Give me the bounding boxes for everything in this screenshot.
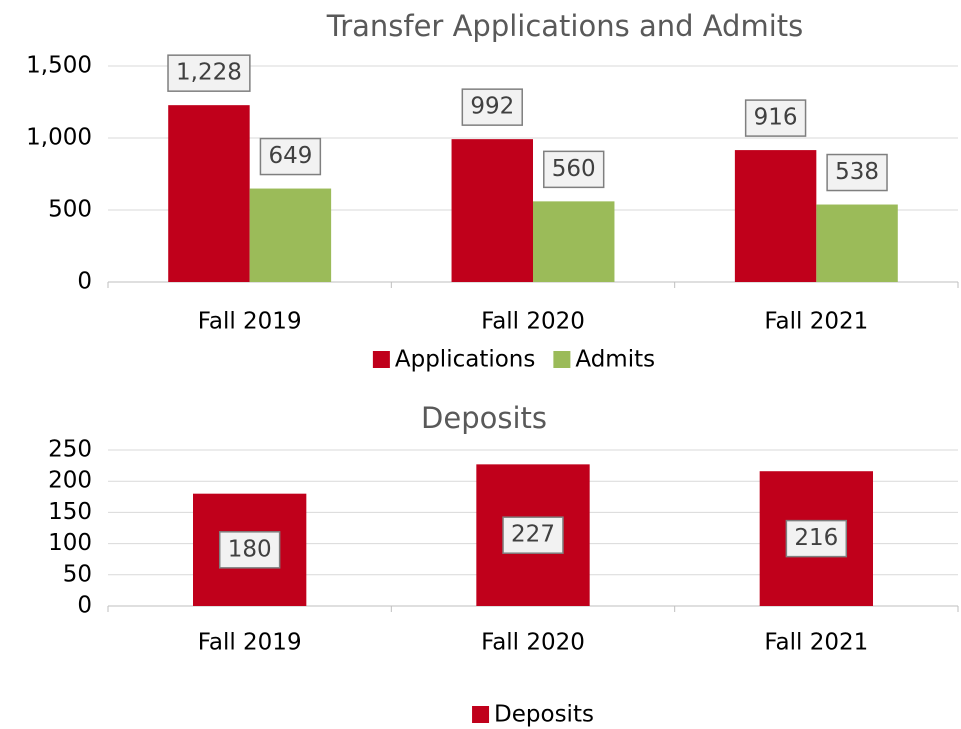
legend-label: Deposits: [494, 702, 594, 728]
data-label-box: [461, 88, 523, 126]
data-label: 916: [754, 105, 798, 131]
legend-label: Applications: [395, 347, 536, 373]
bar: [451, 139, 533, 282]
legend-swatch: [553, 351, 571, 368]
data-label-box: [826, 153, 888, 192]
x-tick-label: Fall 2021: [764, 630, 868, 656]
data-label: 216: [794, 525, 838, 551]
data-label-box: [167, 54, 251, 92]
bar: [533, 201, 615, 282]
legend-swatch: [372, 351, 390, 368]
data-label: 560: [552, 156, 596, 182]
y-tick-label: 200: [48, 468, 92, 494]
bar: [249, 188, 332, 282]
data-label: 538: [835, 159, 879, 185]
chart-title: Deposits: [421, 401, 547, 435]
x-tick-label: Fall 2020: [481, 630, 585, 656]
chart: Deposits 0 50 100 150 200 250 Fall 2019 180 Fall …: [48, 401, 959, 728]
data-label: 227: [511, 522, 555, 548]
y-tick-label: 150: [48, 499, 92, 525]
y-tick-label: 500: [48, 197, 92, 223]
x-tick-label: Fall 2019: [198, 630, 302, 656]
data-label: 1,228: [176, 60, 242, 86]
data-label-box: [785, 519, 848, 558]
bar: [816, 204, 898, 282]
data-label: 649: [268, 143, 312, 169]
legend-label: Admits: [575, 347, 655, 373]
x-tick-label: Fall 2019: [198, 309, 302, 335]
data-label-box: [218, 531, 281, 569]
x-tick-label: Fall 2021: [764, 309, 868, 335]
bar: [734, 150, 817, 282]
data-label: 992: [470, 94, 514, 120]
data-label-box: [502, 516, 564, 554]
y-tick-label: 0: [77, 269, 92, 295]
y-tick-label: 250: [48, 437, 92, 463]
data-label: 180: [228, 536, 272, 562]
chart-title: Transfer Applications and Admits: [326, 9, 804, 43]
data-label-box: [259, 137, 322, 176]
chart: Transfer Applications and Admits 0 500 1,00…: [26, 9, 959, 373]
y-tick-label: 100: [48, 530, 92, 556]
y-tick-label: 1,000: [26, 125, 92, 151]
data-label-box: [543, 150, 605, 189]
data-label-box: [744, 99, 807, 137]
x-tick-label: Fall 2020: [481, 309, 585, 335]
y-tick-label: 50: [63, 561, 92, 587]
y-tick-label: 1,500: [26, 53, 92, 79]
legend-swatch: [472, 706, 490, 723]
bar: [168, 105, 250, 282]
y-tick-label: 0: [77, 593, 92, 619]
